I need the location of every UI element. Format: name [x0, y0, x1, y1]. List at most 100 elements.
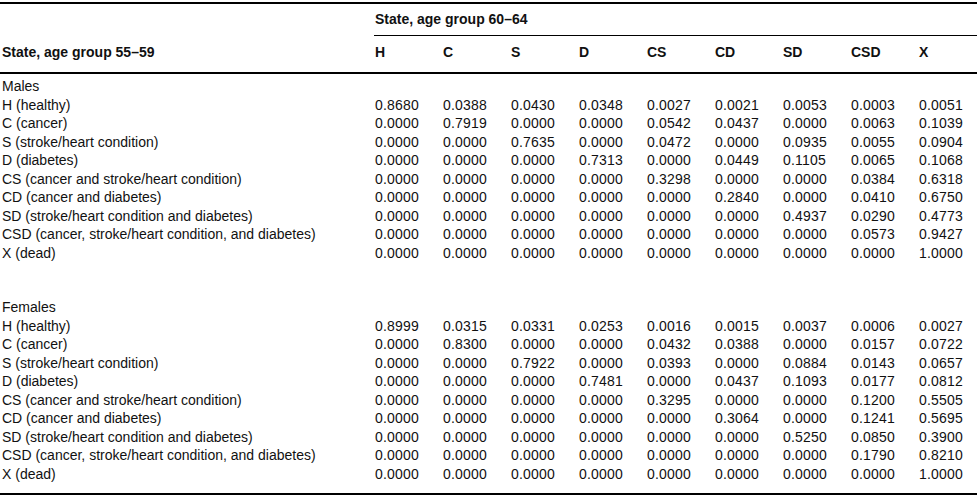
probability-value: 0.0000 [646, 409, 714, 428]
row-label: CS (cancer and stroke/heart condition) [0, 170, 374, 189]
probability-value: 0.0000 [646, 188, 714, 207]
probability-value: 0.0000 [510, 446, 578, 465]
probability-value: 0.1105 [782, 151, 850, 170]
probability-value: 0.0000 [374, 391, 442, 410]
column-header-h: H [374, 44, 442, 60]
probability-value: 0.0000 [714, 428, 782, 447]
probability-value: 0.0055 [850, 133, 918, 152]
column-header-c: C [442, 44, 510, 60]
probability-value: 0.5250 [782, 428, 850, 447]
probability-value: 0.0449 [714, 151, 782, 170]
probability-value: 0.0573 [850, 225, 918, 244]
row-label: X (dead) [0, 244, 374, 263]
probability-value: 0.0051 [918, 96, 977, 115]
row-label: H (healthy) [0, 96, 374, 115]
probability-value: 0.3298 [646, 170, 714, 189]
row-label: CD (cancer and diabetes) [0, 409, 374, 428]
probability-value: 0.0000 [646, 465, 714, 484]
table-row: C (cancer)0.00000.79190.00000.00000.0542… [0, 114, 977, 133]
probability-value: 0.8300 [442, 335, 510, 354]
probability-value: 0.0000 [578, 188, 646, 207]
probability-value: 0.0253 [578, 317, 646, 336]
probability-value: 0.0000 [578, 114, 646, 133]
table-row: CD (cancer and diabetes)0.00000.00000.00… [0, 409, 977, 428]
col-group-header: State, age group 60–64 [374, 4, 977, 28]
table-row: S (stroke/heart condition)0.00000.00000.… [0, 354, 977, 373]
probability-value: 0.8680 [374, 96, 442, 115]
probability-value: 0.0000 [374, 133, 442, 152]
row-label: C (cancer) [0, 335, 374, 354]
probability-value: 0.0000 [374, 244, 442, 263]
probability-value: 0.0000 [782, 170, 850, 189]
table-row: CSD (cancer, stroke/heart condition, and… [0, 225, 977, 244]
row-group-header: State, age group 55–59 [0, 44, 374, 72]
probability-value: 0.0000 [510, 465, 578, 484]
probability-value: 0.0000 [714, 244, 782, 263]
probability-value: 0.0432 [646, 335, 714, 354]
probability-value: 0.0003 [850, 96, 918, 115]
probability-value: 0.0290 [850, 207, 918, 226]
probability-value: 0.0000 [646, 372, 714, 391]
probability-value: 0.0850 [850, 428, 918, 447]
probability-value: 0.0000 [510, 114, 578, 133]
probability-value: 0.0000 [578, 335, 646, 354]
probability-value: 0.0410 [850, 188, 918, 207]
probability-value: 0.0315 [442, 317, 510, 336]
probability-value: 0.0000 [510, 207, 578, 226]
probability-value: 0.0000 [374, 465, 442, 484]
probability-value: 0.0000 [782, 188, 850, 207]
probability-value: 0.0000 [442, 170, 510, 189]
row-label: CS (cancer and stroke/heart condition) [0, 391, 374, 410]
probability-value: 0.0000 [510, 428, 578, 447]
table-row: H (healthy)0.89990.03150.03310.02530.001… [0, 317, 977, 336]
probability-value: 0.0157 [850, 335, 918, 354]
probability-value: 0.0472 [646, 133, 714, 152]
probability-value: 0.3900 [918, 428, 977, 447]
probability-value: 0.0027 [646, 96, 714, 115]
probability-value: 0.0016 [646, 317, 714, 336]
probability-value: 0.0000 [510, 225, 578, 244]
probability-value: 0.0000 [714, 446, 782, 465]
probability-value: 0.0000 [782, 409, 850, 428]
probability-value: 0.0000 [782, 446, 850, 465]
probability-value: 0.0000 [578, 409, 646, 428]
probability-value: 0.0000 [714, 354, 782, 373]
probability-value: 0.7919 [442, 114, 510, 133]
probability-value: 0.0000 [374, 335, 442, 354]
probability-value: 0.0000 [714, 207, 782, 226]
probability-value: 0.0384 [850, 170, 918, 189]
probability-value: 0.0722 [918, 335, 977, 354]
probability-value: 0.0000 [442, 465, 510, 484]
probability-value: 0.1200 [850, 391, 918, 410]
probability-value: 0.7922 [510, 354, 578, 373]
section-rows: H (healthy)0.86800.03880.04300.03480.002… [0, 96, 977, 263]
probability-value: 0.1241 [850, 409, 918, 428]
probability-value: 0.0000 [374, 225, 442, 244]
row-label: S (stroke/heart condition) [0, 133, 374, 152]
probability-value: 0.0000 [646, 428, 714, 447]
probability-value: 0.0000 [578, 446, 646, 465]
probability-value: 0.8210 [918, 446, 977, 465]
probability-value: 0.0000 [714, 225, 782, 244]
probability-value: 0.1093 [782, 372, 850, 391]
table-row: S (stroke/heart condition)0.00000.00000.… [0, 133, 977, 152]
probability-value: 0.0437 [714, 114, 782, 133]
row-label: X (dead) [0, 465, 374, 484]
header-rule [0, 72, 977, 74]
table-row: X (dead)0.00000.00000.00000.00000.00000.… [0, 465, 977, 484]
row-label: H (healthy) [0, 317, 374, 336]
row-label: CD (cancer and diabetes) [0, 188, 374, 207]
probability-value: 0.0000 [578, 354, 646, 373]
probability-value: 0.0000 [374, 207, 442, 226]
probability-value: 0.0000 [442, 133, 510, 152]
table-row: D (diabetes)0.00000.00000.00000.73130.00… [0, 151, 977, 170]
table-row: SD (stroke/heart condition and diabetes)… [0, 207, 977, 226]
probability-value: 0.0000 [442, 207, 510, 226]
probability-value: 0.0000 [646, 446, 714, 465]
probability-value: 0.0000 [374, 188, 442, 207]
probability-value: 0.0000 [646, 151, 714, 170]
probability-value: 0.0000 [646, 244, 714, 263]
column-header-cs: CS [646, 44, 714, 60]
probability-value: 0.0000 [782, 114, 850, 133]
probability-value: 0.1039 [918, 114, 977, 133]
